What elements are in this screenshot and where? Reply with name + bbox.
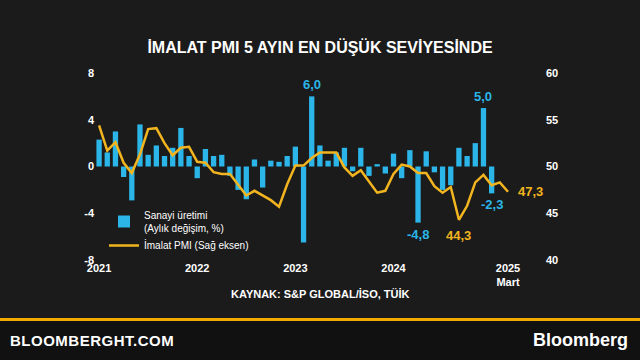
svg-text:40: 40 <box>546 254 558 266</box>
html-text:Bloomberg: Bloomberg <box>533 330 628 350</box>
svg-text:İMALAT PMI 5 AYIN EN DÜŞÜK SEV: İMALAT PMI 5 AYIN EN DÜŞÜK SEVİYESİNDE <box>147 38 493 56</box>
svg-text:45: 45 <box>546 207 558 219</box>
svg-text:2022: 2022 <box>185 262 209 274</box>
svg-text:2025Mart: 2025Mart <box>496 262 520 288</box>
svg-text:2024: 2024 <box>381 262 406 274</box>
svg-text:KAYNAK: S&P GLOBAL/İSO, TÜİK: KAYNAK: S&P GLOBAL/İSO, TÜİK <box>231 288 410 300</box>
svg-text:0: 0 <box>88 160 94 172</box>
html-text:BLOOMBERGHT.COM: BLOOMBERGHT.COM <box>10 332 175 349</box>
svg-text:-8: -8 <box>84 254 94 266</box>
svg-text:5,0: 5,0 <box>474 89 492 104</box>
svg-text:Sanayi üretimi(Aylık değişim,: Sanayi üretimi(Aylık değişim, %) <box>144 210 224 234</box>
svg-text:4: 4 <box>88 114 95 126</box>
svg-text:50: 50 <box>546 160 558 172</box>
svg-text:2021: 2021 <box>87 262 111 274</box>
svg-text:47,3: 47,3 <box>518 184 543 199</box>
svg-text:2023: 2023 <box>283 262 307 274</box>
svg-text:-2,3: -2,3 <box>481 197 503 212</box>
svg-text:6,0: 6,0 <box>303 77 321 92</box>
svg-text:44,3: 44,3 <box>446 228 471 243</box>
svg-text:-4: -4 <box>84 207 95 219</box>
svg-text:8: 8 <box>88 67 94 79</box>
svg-text:-4,8: -4,8 <box>407 227 429 242</box>
svg-text:55: 55 <box>546 114 558 126</box>
svg-text:İmalat PMI (Sağ eksen): İmalat PMI (Sağ eksen) <box>144 239 248 251</box>
svg-text:60: 60 <box>546 67 558 79</box>
